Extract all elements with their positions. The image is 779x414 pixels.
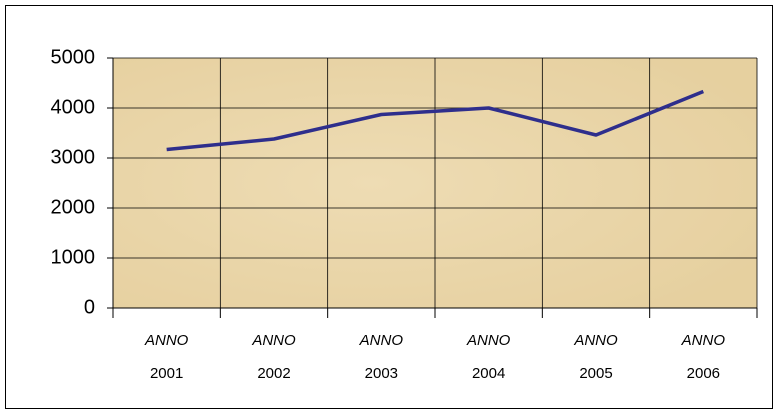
x-tick-label: ANNO 2002 — [251, 332, 296, 382]
y-tick-label: 4000 — [51, 96, 96, 118]
y-tick-label: 3000 — [51, 146, 96, 168]
x-tick-label: ANNO 2003 — [359, 332, 404, 382]
y-tick-label: 5000 — [51, 46, 96, 68]
x-tick-label: ANNO 2001 — [144, 332, 189, 382]
y-tick-label: 2000 — [51, 196, 96, 218]
x-tick-label: ANNO 2004 — [466, 332, 511, 382]
y-tick-label: 1000 — [51, 246, 96, 268]
x-tick-label: ANNO 2005 — [573, 332, 618, 382]
y-tick-label: 0 — [84, 296, 95, 318]
x-tick-label: ANNO 2006 — [681, 332, 726, 382]
series-line — [166, 89, 704, 152]
